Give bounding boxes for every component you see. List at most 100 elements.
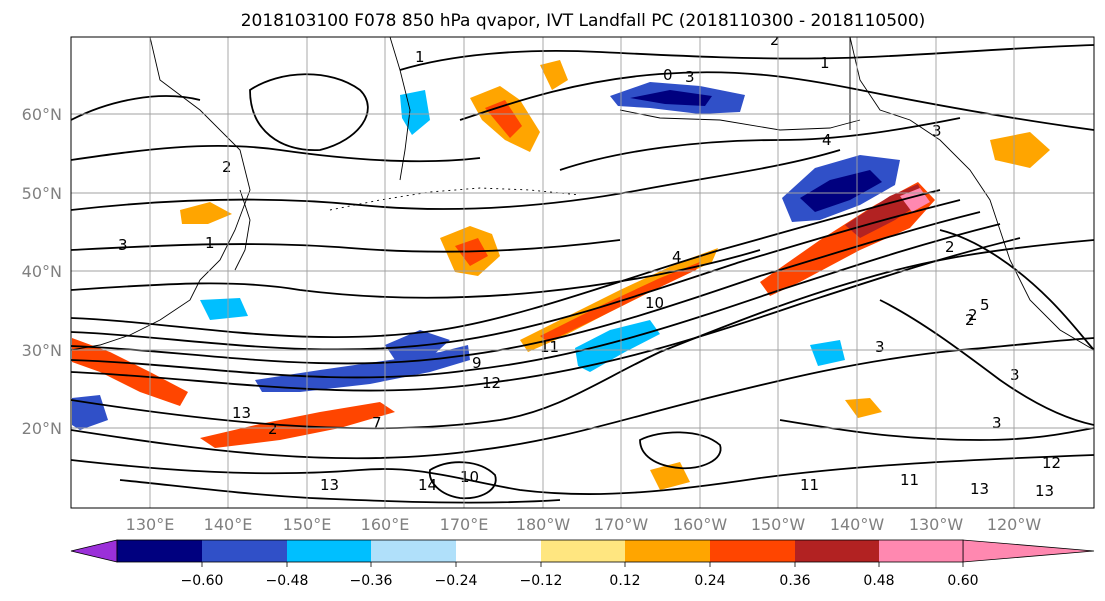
negative-anomaly-core [630, 90, 712, 106]
positive-anomaly [845, 398, 882, 418]
lon-label: 120°W [987, 515, 1042, 534]
colorbar-tick-label: −0.24 [435, 573, 478, 589]
lon-label: 160°W [673, 515, 728, 534]
contour-label: 2 [222, 158, 232, 176]
colorbar-frame [116, 539, 964, 563]
negative-anomaly-light [575, 320, 660, 372]
contour-label: 9 [472, 354, 482, 372]
contour-label: 13 [320, 476, 339, 494]
lat-label: 30°N [22, 341, 62, 360]
positive-anomaly [650, 462, 690, 490]
contour-line [71, 223, 1001, 379]
negative-anomaly-light [200, 298, 248, 320]
ivt-contours [71, 44, 1094, 504]
contour-label: 2 [965, 311, 975, 329]
lon-label: 170°E [440, 515, 489, 534]
colorbar-tick-marks [201, 562, 964, 567]
colorbar-segment [795, 540, 879, 562]
contour-line [71, 149, 841, 211]
contour-label: 11 [800, 476, 819, 494]
lat-label: 20°N [22, 419, 62, 438]
contour-label: 3 [118, 236, 128, 254]
colorbar-tick-label: −0.60 [181, 573, 224, 589]
longitude-labels: 130°E 140°E 150°E 160°E 170°E 180°W 170°… [126, 515, 1042, 534]
contour-label: 4 [822, 131, 832, 149]
lon-label: 130°W [909, 515, 964, 534]
contour-label: 1 [205, 234, 215, 252]
contour-label: 2 [268, 420, 278, 438]
colorbar-tick-label: 0.48 [863, 573, 894, 589]
contour-line [71, 199, 961, 351]
contour-line [71, 144, 481, 163]
contour-line [71, 239, 1094, 430]
contour-label: 2 [770, 31, 780, 49]
contour-label: 1 [820, 54, 830, 72]
contour-line [639, 431, 722, 470]
colorbar-tick-label: −0.36 [350, 573, 393, 589]
contour-line [399, 44, 1094, 71]
colorbar-segment [371, 540, 456, 562]
aleutian-islands [329, 187, 581, 211]
contour-line [939, 229, 1094, 351]
colorbar-tick-label: 0.24 [694, 573, 725, 589]
japan-coastline [234, 189, 251, 271]
colorbar-tick-label: 0.60 [947, 573, 978, 589]
negative-anomaly-core [800, 170, 882, 212]
contour-label: 10 [460, 468, 479, 486]
positive-anomaly-band [200, 402, 395, 448]
colorbar-segment [456, 540, 541, 562]
contour-line [71, 337, 1094, 460]
contour-label: 12 [1042, 454, 1061, 472]
positive-anomaly [180, 202, 232, 224]
contour-label: 2 [945, 238, 955, 256]
contour-label: 10 [645, 294, 664, 312]
contour-line [71, 239, 621, 253]
lon-label: 140°W [830, 515, 885, 534]
north-america-coastline [849, 37, 1094, 351]
colorbar-segment [710, 540, 795, 562]
contour-label: 3 [875, 338, 885, 356]
contour-line [428, 461, 497, 500]
contour-line [459, 71, 1094, 131]
contour-line [879, 299, 1094, 426]
lon-label: 150°E [283, 515, 332, 534]
colorbar-segment [117, 540, 202, 562]
positive-anomaly [990, 132, 1050, 168]
contour-label: 14 [418, 476, 437, 494]
contour-label: 2 [968, 306, 978, 324]
contour-line [71, 454, 1094, 495]
colorbar-extend-min [70, 539, 118, 563]
latitude-labels: 20°N 30°N 40°N 50°N 60°N [22, 105, 62, 438]
colorbar-tick-label: −0.48 [266, 573, 309, 589]
contour-line [71, 249, 761, 299]
map-title: 2018103100 F078 850 hPa qvapor, IVT Land… [241, 11, 926, 31]
colorbar-tick-label: 0.12 [609, 573, 640, 589]
contour-label: 3 [992, 414, 1002, 432]
lat-label: 50°N [22, 184, 62, 203]
contour-line [559, 117, 961, 171]
colorbar-extend-max [962, 539, 1095, 563]
map-layer: 2 1 0 3 1 3 4 2 3 1 4 10 11 2 3 2 3 13 2… [71, 31, 1094, 508]
colorbar-segment [287, 540, 371, 562]
positive-anomaly [540, 60, 568, 90]
map-frame [70, 36, 1095, 509]
lat-label: 60°N [22, 105, 62, 124]
contour-label: 3 [685, 68, 695, 86]
contour-label: 11 [540, 338, 559, 356]
shaded-anomalies [72, 60, 1050, 490]
contour-labels: 2 1 0 3 1 3 4 2 3 1 4 10 11 2 3 2 3 13 2… [118, 31, 1061, 500]
positive-anomaly-band [72, 338, 188, 406]
colorbar-segment [202, 540, 287, 562]
contour-label: 12 [482, 374, 501, 392]
contour-line [119, 479, 561, 504]
lon-label: 140°E [204, 515, 253, 534]
lon-label: 160°E [361, 515, 410, 534]
graticule [71, 37, 1094, 508]
lon-label: 130°E [126, 515, 175, 534]
contour-label: 5 [980, 296, 990, 314]
contour-label: 7 [372, 414, 382, 432]
colorbar: −0.60 −0.48 −0.36 −0.24 −0.12 0.12 0.24 … [70, 539, 1095, 589]
contour-label: 13 [1035, 482, 1054, 500]
contour-label: 11 [900, 471, 919, 489]
